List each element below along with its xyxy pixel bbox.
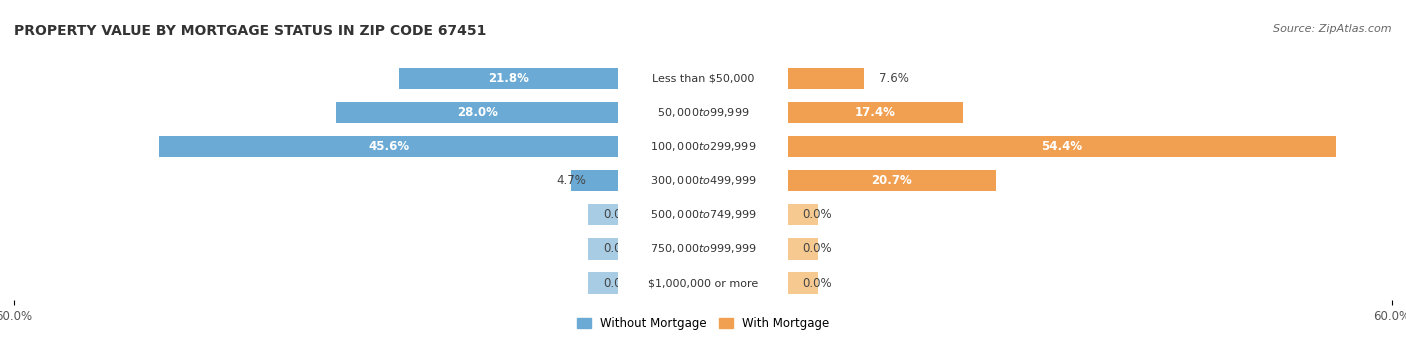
- Bar: [787, 204, 818, 225]
- Bar: [0, 232, 619, 266]
- Bar: [0, 95, 619, 130]
- Bar: [0, 266, 787, 300]
- Bar: [787, 102, 963, 123]
- Text: 0.0%: 0.0%: [803, 277, 832, 290]
- Bar: [159, 136, 619, 157]
- Text: PROPERTY VALUE BY MORTGAGE STATUS IN ZIP CODE 67451: PROPERTY VALUE BY MORTGAGE STATUS IN ZIP…: [14, 24, 486, 38]
- Text: 0.0%: 0.0%: [803, 208, 832, 221]
- Text: $1,000,000 or more: $1,000,000 or more: [648, 278, 758, 288]
- Bar: [588, 238, 619, 260]
- Text: $750,000 to $999,999: $750,000 to $999,999: [650, 242, 756, 255]
- Text: 28.0%: 28.0%: [457, 106, 498, 119]
- Text: 7.6%: 7.6%: [879, 72, 910, 85]
- Bar: [336, 102, 619, 123]
- Bar: [0, 198, 787, 232]
- Text: 45.6%: 45.6%: [368, 140, 409, 153]
- Bar: [787, 170, 995, 191]
- Bar: [0, 164, 787, 198]
- Text: $100,000 to $299,999: $100,000 to $299,999: [650, 140, 756, 153]
- Bar: [619, 61, 1406, 95]
- Bar: [399, 68, 619, 89]
- Bar: [787, 136, 1336, 157]
- Bar: [571, 170, 619, 191]
- Bar: [0, 130, 787, 164]
- Bar: [787, 238, 818, 260]
- Bar: [619, 232, 1406, 266]
- Text: 0.0%: 0.0%: [803, 242, 832, 255]
- Text: 4.7%: 4.7%: [555, 174, 586, 187]
- Text: 0.0%: 0.0%: [603, 208, 633, 221]
- Bar: [0, 164, 619, 198]
- Text: 21.8%: 21.8%: [488, 72, 529, 85]
- Text: Less than $50,000: Less than $50,000: [652, 73, 754, 84]
- Text: $500,000 to $749,999: $500,000 to $749,999: [650, 208, 756, 221]
- Bar: [619, 130, 1406, 164]
- Bar: [0, 266, 619, 300]
- Bar: [619, 198, 1406, 232]
- Bar: [787, 272, 818, 294]
- Bar: [588, 204, 619, 225]
- Legend: Without Mortgage, With Mortgage: Without Mortgage, With Mortgage: [572, 313, 834, 335]
- Bar: [619, 266, 1406, 300]
- Text: 0.0%: 0.0%: [603, 277, 633, 290]
- Bar: [0, 95, 787, 130]
- Bar: [0, 130, 619, 164]
- Bar: [619, 164, 1406, 198]
- Bar: [619, 95, 1406, 130]
- Bar: [787, 68, 865, 89]
- Text: 20.7%: 20.7%: [872, 174, 912, 187]
- Text: $50,000 to $99,999: $50,000 to $99,999: [657, 106, 749, 119]
- Text: 17.4%: 17.4%: [855, 106, 896, 119]
- Text: $300,000 to $499,999: $300,000 to $499,999: [650, 174, 756, 187]
- Bar: [0, 61, 787, 95]
- Text: 0.0%: 0.0%: [603, 242, 633, 255]
- Bar: [0, 232, 787, 266]
- Bar: [588, 272, 619, 294]
- Text: 54.4%: 54.4%: [1040, 140, 1083, 153]
- Text: Source: ZipAtlas.com: Source: ZipAtlas.com: [1274, 24, 1392, 34]
- Bar: [0, 61, 619, 95]
- Bar: [0, 198, 619, 232]
